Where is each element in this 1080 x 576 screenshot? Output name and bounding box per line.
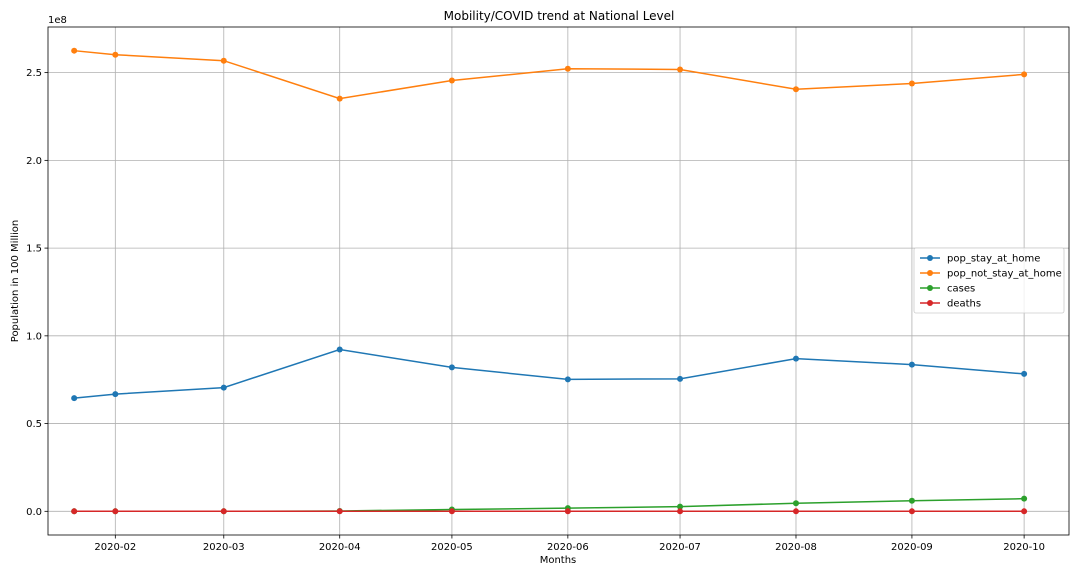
series-layer xyxy=(71,47,1028,515)
data-point xyxy=(220,57,227,64)
data-point xyxy=(112,508,119,515)
data-point xyxy=(220,508,227,515)
x-axis-title: Months xyxy=(540,555,577,566)
data-point xyxy=(564,65,571,72)
data-point xyxy=(677,66,684,73)
x-tick-label: 2020-04 xyxy=(319,542,361,553)
data-point xyxy=(908,508,915,515)
data-point xyxy=(336,508,343,515)
data-point xyxy=(908,497,915,504)
x-tick-label: 2020-02 xyxy=(94,542,136,553)
legend-item: cases xyxy=(920,284,975,295)
x-tick-label: 2020-09 xyxy=(891,542,933,553)
data-point xyxy=(1021,71,1028,78)
data-point xyxy=(792,508,799,515)
x-tick-label: 2020-08 xyxy=(775,542,817,553)
x-tick-label: 2020-06 xyxy=(547,542,589,553)
x-tick-label: 2020-07 xyxy=(659,542,701,553)
y-tick-label: 1.0 xyxy=(26,331,42,342)
data-point xyxy=(564,508,571,515)
data-point xyxy=(71,508,78,515)
series-pop_not_stay_at_home xyxy=(71,47,1028,102)
x-tick-label: 2020-10 xyxy=(1003,542,1045,553)
legend-label: cases xyxy=(947,284,975,295)
legend-swatch-marker xyxy=(927,300,933,306)
data-point xyxy=(1021,370,1028,377)
y-tick-label: 0.0 xyxy=(26,507,42,518)
data-point xyxy=(792,500,799,507)
data-point xyxy=(71,395,78,402)
data-point xyxy=(792,86,799,93)
series-pop_stay_at_home xyxy=(71,346,1028,402)
y-axis-title: Population in 100 Million xyxy=(10,220,21,342)
data-point xyxy=(677,375,684,382)
y-offset-label: 1e8 xyxy=(48,15,67,26)
legend-item: deaths xyxy=(920,299,981,310)
data-point xyxy=(71,47,78,54)
legend-label: deaths xyxy=(947,299,981,310)
x-tick-label: 2020-03 xyxy=(203,542,245,553)
data-point xyxy=(112,391,119,398)
data-point xyxy=(220,384,227,391)
data-point xyxy=(448,508,455,515)
series-line xyxy=(74,497,1025,513)
y-tick-label: 2.5 xyxy=(26,68,42,79)
axes: 0.0 0.5 1.0 1.5 2.0 2.5 2020-02 2020-03 2020-04 2… xyxy=(26,26,1070,553)
series-line xyxy=(74,49,1025,100)
legend-box xyxy=(913,247,1065,314)
y-tick-label: 1.5 xyxy=(26,244,42,255)
data-point xyxy=(336,95,343,102)
data-point xyxy=(908,361,915,368)
series-line xyxy=(74,348,1025,399)
data-point xyxy=(908,80,915,87)
data-point xyxy=(677,508,684,515)
legend-swatch-marker xyxy=(927,270,933,276)
data-point xyxy=(792,355,799,362)
legend-item: pop_not_stay_at_home xyxy=(920,269,1062,280)
legend-label: pop_not_stay_at_home xyxy=(947,269,1062,280)
legend: pop_stay_at_home pop_not_stay_at_homecase… xyxy=(913,247,1065,314)
y-tick-label: 2.0 xyxy=(26,156,42,167)
chart-title: Mobility/COVID trend at National Level xyxy=(444,9,675,23)
data-point xyxy=(677,503,684,510)
legend-swatch-marker xyxy=(927,285,933,291)
data-point xyxy=(1021,495,1028,502)
data-point xyxy=(1021,508,1028,515)
data-point xyxy=(448,77,455,84)
legend-label: pop_stay_at_home xyxy=(947,254,1040,265)
grid xyxy=(48,27,1069,535)
data-point xyxy=(336,346,343,353)
plot-frame xyxy=(47,26,1070,536)
data-point xyxy=(564,376,571,383)
legend-swatch-marker xyxy=(927,255,933,261)
legend-item: pop_stay_at_home xyxy=(920,254,1040,265)
series-deaths xyxy=(71,508,1028,515)
y-tick-label: 0.5 xyxy=(26,419,42,430)
data-point xyxy=(448,364,455,371)
data-point xyxy=(112,51,119,58)
x-tick-label: 2020-05 xyxy=(431,542,473,553)
